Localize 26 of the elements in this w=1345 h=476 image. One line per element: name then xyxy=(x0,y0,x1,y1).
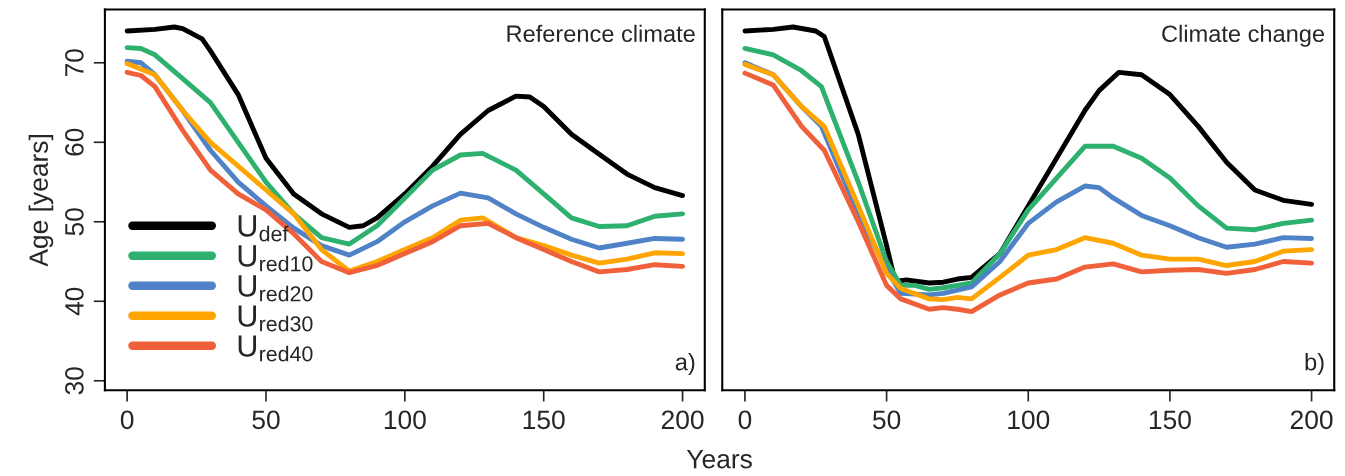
text: Reference climate xyxy=(507,24,695,43)
annotation: a) xyxy=(675,353,695,376)
y-tick-label: 50 xyxy=(65,208,84,236)
legend-label: U$_{red20}$ xyxy=(238,275,313,302)
x-tick-label: 0 xyxy=(120,410,134,430)
x-tick-label: 50 xyxy=(872,410,901,430)
y-tick-label: 60 xyxy=(65,128,84,156)
legend-label: U$_{red40}$ xyxy=(238,335,313,362)
x-tick-label: 100 xyxy=(384,410,426,430)
y-tick-label: 30 xyxy=(65,367,84,395)
annotation: b) xyxy=(1305,353,1324,376)
x-tick-label: 50 xyxy=(252,410,280,430)
legend-label: U$_{def}$ xyxy=(238,215,289,242)
text: Climate change xyxy=(1162,24,1325,47)
x-tick-label: 150 xyxy=(523,410,565,430)
y-tick-label: 40 xyxy=(65,287,84,316)
x-tick-label: 200 xyxy=(1290,410,1333,430)
x-tick-label: 100 xyxy=(1008,410,1050,430)
y-axis-title: Age [years] xyxy=(28,135,54,267)
x-tick-label: 200 xyxy=(661,410,704,430)
x-tick-label: 150 xyxy=(1149,410,1191,430)
legend-label: U$_{red30}$ xyxy=(238,305,313,332)
y-tick-label: 70 xyxy=(65,49,84,77)
x-axis-title: Years xyxy=(686,449,752,469)
x-tick-label: 0 xyxy=(738,410,752,430)
legend-label: U$_{red10}$ xyxy=(238,245,313,272)
